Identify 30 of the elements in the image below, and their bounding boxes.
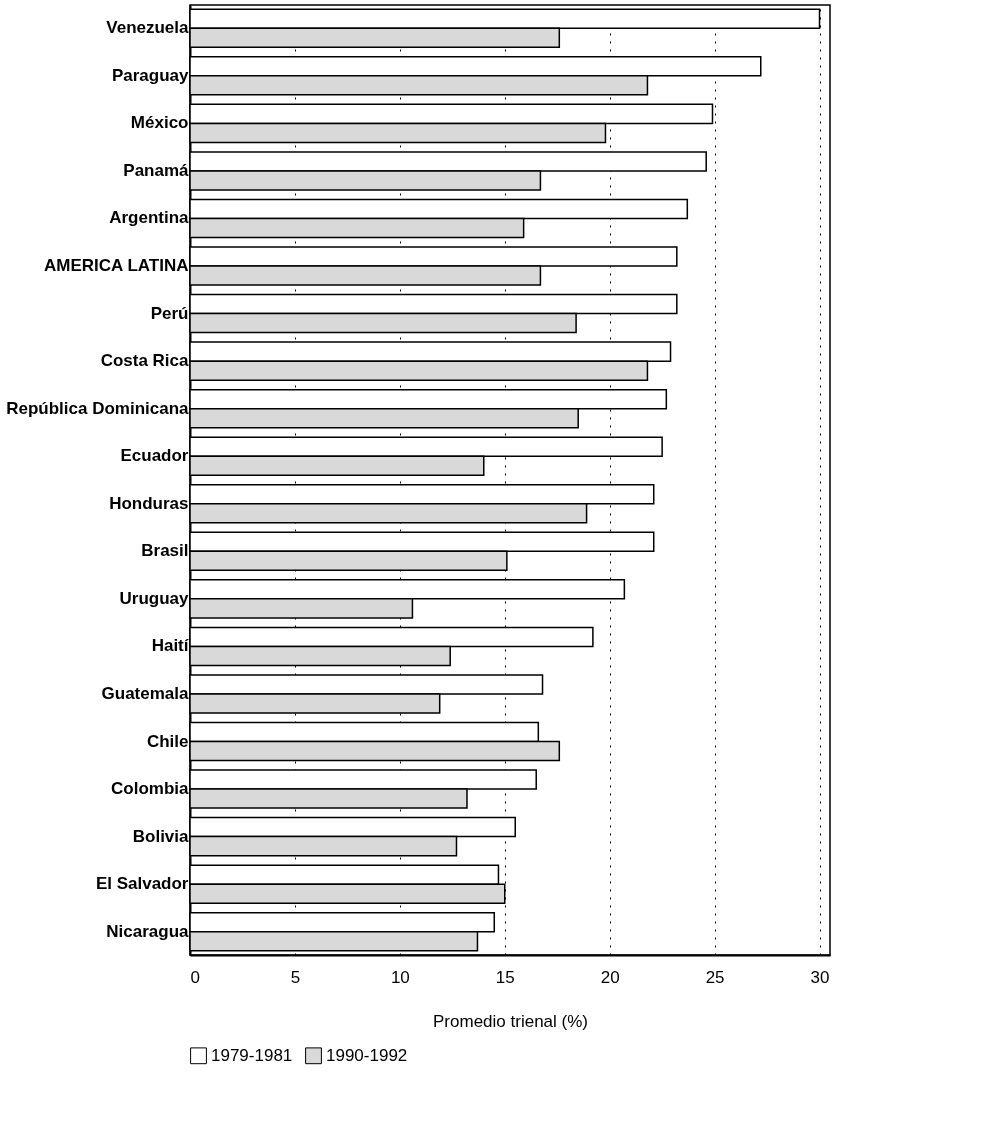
x-tick-label: 0 — [190, 967, 200, 987]
y-tick-label: Bolivia — [132, 826, 190, 846]
y-tick-label: Perú — [150, 303, 189, 323]
y-tick-label: Honduras — [109, 493, 189, 513]
y-tick-label: Brasil — [141, 541, 189, 561]
y-tick-label: Guatemala — [101, 683, 190, 703]
x-tick-label: 10 — [390, 967, 410, 987]
y-tick-label: Colombia — [111, 779, 190, 799]
y-tick-label: Venezuela — [106, 18, 190, 38]
y-tick-label: México — [130, 113, 189, 133]
y-tick-label: AMERICA LATINA — [44, 256, 189, 276]
x-tick-label: 5 — [290, 967, 301, 987]
y-tick-label: Haití — [151, 636, 190, 656]
y-tick-label: El Salvador — [95, 874, 189, 894]
y-tick-label: Costa Rica — [100, 351, 190, 371]
y-tick-label: Argentina — [109, 208, 190, 228]
x-tick-label: 25 — [705, 967, 725, 987]
y-tick-label: Panamá — [123, 160, 190, 180]
y-tick-label: Uruguay — [119, 588, 190, 608]
x-tick-label: 30 — [810, 967, 830, 987]
y-tick-label: Nicaragua — [106, 921, 190, 941]
y-tick-label: Chile — [146, 731, 189, 751]
x-tick-label: 15 — [495, 967, 515, 987]
legend-label: 1990-1992 — [326, 1045, 408, 1065]
y-tick-label: Ecuador — [120, 446, 189, 466]
y-tick-label: Paraguay — [111, 65, 190, 85]
x-tick-label: 20 — [600, 967, 620, 987]
legend-label: 1979-1981 — [211, 1045, 293, 1065]
x-axis-title: Promedio trienal (%) — [433, 1011, 588, 1031]
y-tick-label: República Dominicana — [6, 398, 190, 418]
